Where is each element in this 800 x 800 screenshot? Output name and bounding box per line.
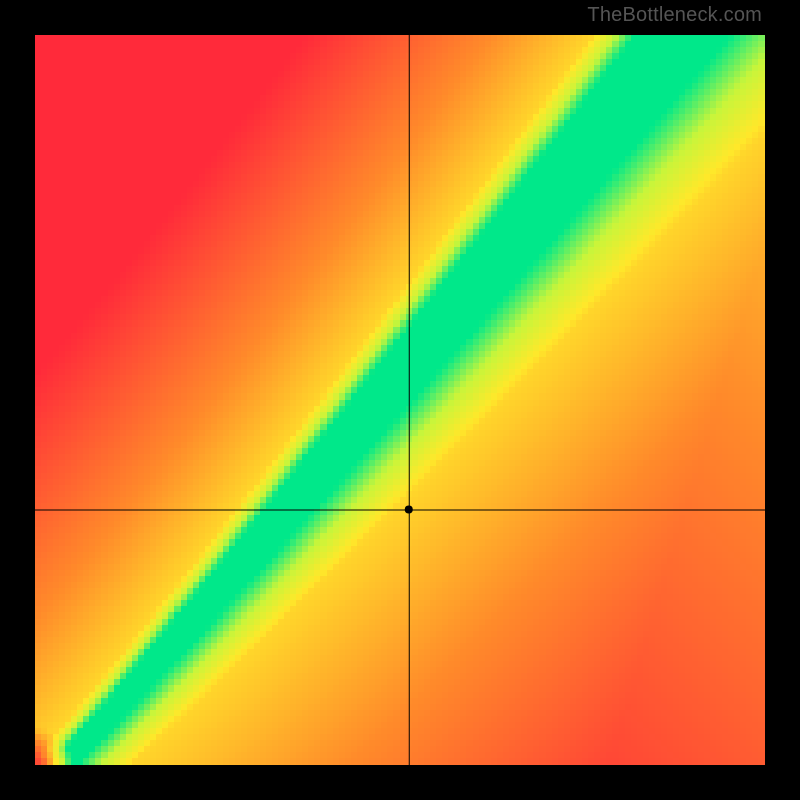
- chart-frame: TheBottleneck.com: [0, 0, 800, 800]
- bottleneck-heatmap: [35, 35, 765, 765]
- plot-area: [35, 35, 765, 765]
- attribution-label: TheBottleneck.com: [587, 4, 762, 27]
